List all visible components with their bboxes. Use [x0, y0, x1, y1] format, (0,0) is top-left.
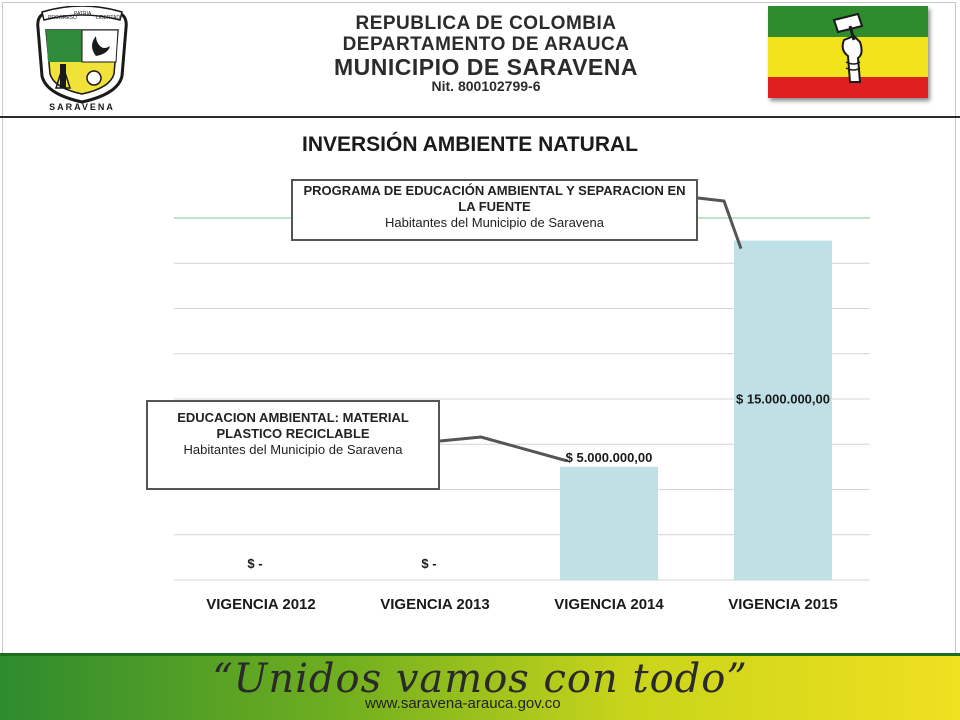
annotation-subtitle-2014: Habitantes del Municipio de Saravena: [183, 442, 403, 457]
leader-line-2015: [697, 196, 743, 250]
footer-slogan: “Unidos vamos con todo”: [212, 656, 748, 702]
annotation-callout-2014: EDUCACION AMBIENTAL: MATERIAL PLASTICO R…: [146, 400, 440, 490]
footer-band: [0, 653, 960, 720]
data-label-vigencia-2013: $ -: [421, 556, 436, 571]
crest-banner-center: PATRIA: [74, 11, 92, 17]
flag-stripe-red: [768, 77, 928, 98]
x-tick-vigencia-2014: VIGENCIA 2014: [554, 596, 664, 613]
data-label-vigencia-2015: $ 15.000.000,00: [736, 392, 830, 407]
annotation-title-2015: PROGRAMA DE EDUCACIÓN AMBIENTAL Y SEPARA…: [303, 183, 686, 214]
crest-banner-left: PROGRESO: [48, 15, 77, 21]
footer-website: www.saravena-arauca.gov.co: [365, 695, 561, 712]
crest-banner-right: LIBERTAD: [96, 15, 120, 21]
x-tick-vigencia-2013: VIGENCIA 2013: [380, 596, 490, 613]
header: PROGRESO PATRIA LIBERTAD SARAVENA REPUBL…: [0, 0, 960, 118]
data-label-vigencia-2014: $ 5.000.000,00: [566, 450, 653, 465]
crest-name: SARAVENA: [49, 102, 115, 112]
leader-line-2014: [439, 435, 568, 463]
annotation-title-2014: EDUCACION AMBIENTAL: MATERIAL PLASTICO R…: [177, 410, 409, 441]
saravena-crest-icon: PROGRESO PATRIA LIBERTAD SARAVENA: [36, 6, 128, 112]
header-department: DEPARTAMENTO DE ARAUCA: [342, 34, 630, 55]
saravena-flag-icon: [768, 6, 928, 98]
annotation-subtitle-2015: Habitantes del Municipio de Saravena: [385, 215, 604, 230]
data-label-vigencia-2012: $ -: [247, 556, 262, 571]
x-tick-vigencia-2012: VIGENCIA 2012: [206, 596, 316, 613]
chart-title: INVERSIÓN AMBIENTE NATURAL: [302, 133, 638, 156]
bar-vigencia-2014: [560, 466, 658, 580]
header-municipality: MUNICIPIO DE SARAVENA: [334, 54, 638, 80]
header-divider: [0, 116, 960, 118]
annotation-callout-2015: PROGRAMA DE EDUCACIÓN AMBIENTAL Y SEPARA…: [291, 179, 698, 241]
x-tick-vigencia-2015: VIGENCIA 2015: [728, 596, 838, 613]
header-nit: Nit. 800102799-6: [431, 78, 541, 94]
bar-vigencia-2015: [734, 240, 832, 580]
header-country: REPUBLICA DE COLOMBIA: [355, 13, 617, 34]
